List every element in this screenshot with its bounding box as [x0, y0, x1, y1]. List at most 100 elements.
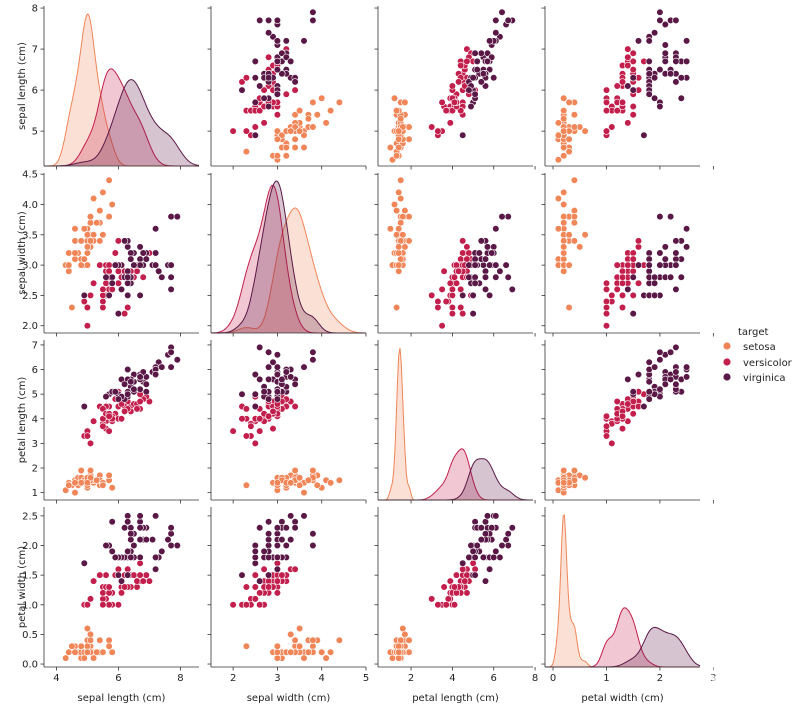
point-virginica — [645, 90, 653, 98]
point-setosa — [242, 481, 250, 489]
point-versicolor — [624, 61, 632, 70]
point-virginica — [666, 348, 675, 356]
legend-title: target — [738, 327, 768, 338]
point-virginica — [152, 370, 160, 379]
point-versicolor — [89, 577, 98, 585]
point-versicolor — [613, 106, 621, 115]
point-virginica — [645, 70, 653, 78]
panel-sw-vs-sw — [207, 173, 367, 337]
point-setosa — [273, 479, 282, 487]
point-versicolor — [251, 571, 259, 579]
point-virginica — [256, 375, 264, 384]
point-virginica — [650, 29, 659, 37]
point-virginica — [282, 37, 290, 45]
x-tick-label: 4 — [319, 673, 325, 684]
point-versicolor — [251, 439, 259, 448]
point-setosa — [393, 207, 401, 215]
watermark-handle: @还差一点 — [668, 665, 768, 689]
point-versicolor — [145, 577, 153, 585]
point-virginica — [645, 57, 653, 66]
point-virginica — [124, 267, 132, 275]
point-virginica — [469, 291, 477, 300]
point-virginica — [124, 547, 132, 556]
point-setosa — [313, 481, 321, 489]
point-virginica — [124, 273, 132, 281]
point-virginica — [152, 565, 160, 573]
point-virginica — [108, 547, 116, 556]
point-virginica — [269, 358, 277, 366]
point-versicolor — [83, 303, 91, 312]
point-versicolor — [434, 303, 442, 312]
point-versicolor — [136, 571, 144, 579]
point-setosa — [291, 111, 299, 119]
point-virginica — [481, 518, 490, 526]
point-virginica — [278, 70, 286, 78]
point-setosa — [395, 648, 403, 656]
point-versicolor — [242, 127, 250, 135]
kde-area-virginica — [44, 79, 199, 166]
point-setosa — [89, 194, 98, 203]
point-setosa — [390, 200, 399, 209]
point-virginica — [256, 82, 264, 90]
point-virginica — [124, 279, 132, 287]
point-virginica — [117, 285, 126, 294]
point-virginica — [282, 524, 290, 532]
point-virginica — [656, 65, 664, 74]
point-setosa — [570, 111, 579, 119]
point-versicolor — [256, 427, 264, 435]
point-setosa — [296, 106, 304, 115]
point-virginica — [152, 512, 160, 520]
point-versicolor — [80, 297, 88, 306]
point-setosa — [296, 642, 304, 650]
point-versicolor — [99, 422, 107, 430]
point-virginica — [287, 373, 295, 381]
point-versicolor — [83, 322, 91, 330]
point-virginica — [167, 541, 175, 550]
point-virginica — [273, 65, 282, 74]
point-virginica — [167, 363, 175, 371]
point-setosa — [108, 484, 116, 492]
point-setosa — [560, 219, 568, 227]
point-versicolor — [139, 273, 147, 281]
point-setosa — [296, 624, 304, 633]
point-setosa — [560, 466, 568, 475]
point-virginica — [498, 541, 506, 550]
point-setosa — [86, 237, 95, 245]
point-versicolor — [608, 439, 616, 448]
kde-area-setosa — [545, 515, 700, 667]
point-versicolor — [260, 119, 268, 127]
kde-area-versicolor — [545, 607, 700, 667]
point-setosa — [99, 188, 107, 196]
point-virginica — [483, 243, 492, 251]
point-setosa — [560, 213, 568, 221]
point-virginica — [130, 261, 138, 269]
point-setosa — [309, 466, 317, 475]
point-versicolor — [142, 571, 150, 579]
point-virginica — [139, 249, 147, 257]
point-versicolor — [448, 291, 457, 300]
point-virginica — [265, 375, 273, 384]
point-versicolor — [618, 412, 627, 420]
point-setosa — [68, 642, 76, 650]
kde-line-virginica — [44, 79, 200, 167]
point-setosa — [80, 255, 88, 263]
point-setosa — [405, 213, 413, 221]
point-virginica — [136, 261, 144, 269]
point-setosa — [309, 123, 317, 131]
panel-pw-vs-sl: 4 6 8 0.0 0.5 1.0 1.5 2.0 2.5 — [22, 507, 199, 684]
point-versicolor — [450, 601, 459, 609]
y-axis-label-pw: petal width (cm) — [17, 546, 28, 628]
point-versicolor — [269, 407, 277, 416]
point-setosa — [273, 127, 282, 135]
point-virginica — [469, 547, 477, 556]
x-axis-label-sl: sepal length (cm) — [78, 693, 166, 704]
point-virginica — [465, 261, 473, 269]
point-virginica — [158, 547, 166, 556]
point-virginica — [496, 553, 504, 562]
kde-line-setosa — [211, 207, 366, 334]
point-versicolor — [457, 255, 465, 263]
point-setosa — [287, 479, 295, 487]
point-setosa — [395, 261, 403, 269]
point-virginica — [120, 237, 129, 245]
x-tick-label: 8 — [532, 673, 538, 684]
